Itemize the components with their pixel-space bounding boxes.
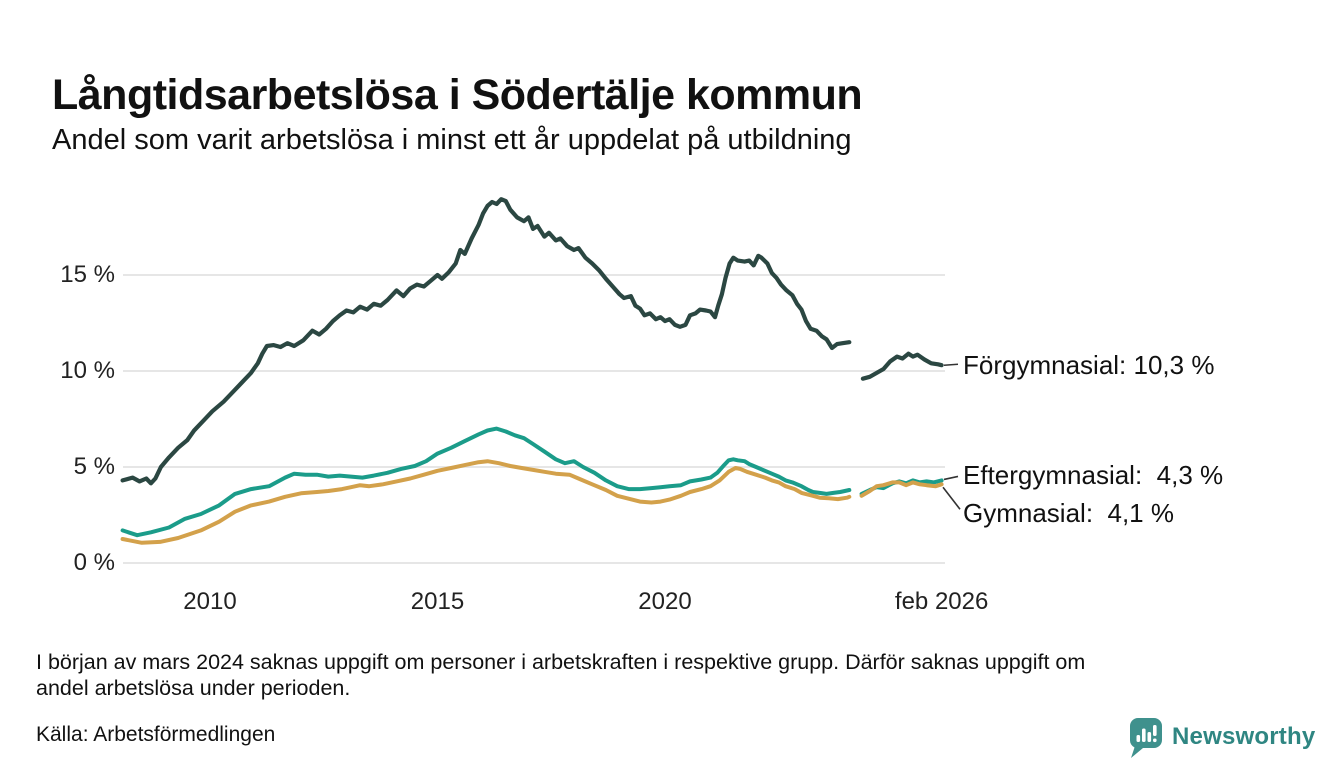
y-axis-label-10: 10 % (60, 357, 115, 384)
footnote-line-1: I början av mars 2024 saknas uppgift om … (36, 650, 1086, 674)
x-axis-label-feb-2026: feb 2026 (894, 588, 989, 615)
series-line-eftergymnasial-seg1 (120, 426, 852, 538)
series-line-förgymnasial-seg1 (120, 197, 852, 486)
series-line-förgymnasial-seg2 (860, 351, 944, 381)
series-label-eftergymnasial: Eftergymnasial: 4,3 % (963, 460, 1224, 491)
exclamation-bar (1153, 725, 1157, 736)
label-leader-förgymnasial (943, 363, 959, 367)
series-label-gymnasial: Gymnasial: 4,1 % (963, 498, 1174, 529)
footnote: I början av mars 2024 saknas uppgift om … (36, 649, 1085, 701)
series-label-förgymnasial: Förgymnasial: 10,3 % (963, 350, 1215, 381)
x-axis-label-2015: 2015 (410, 588, 465, 615)
label-leader-eftergymnasial (943, 475, 959, 481)
newsworthy-wordmark: Newsworthy (1172, 723, 1316, 750)
newsworthy-logo: Newsworthy (1127, 716, 1340, 758)
page-subtitle: Andel som varit arbetslösa i minst ett å… (52, 124, 852, 156)
footnote-line-2: andel arbetslösa under perioden. (36, 676, 351, 700)
series-line-gymnasial-seg2 (859, 480, 944, 498)
source-credit: Källa: Arbetsförmedlingen (36, 723, 276, 746)
x-axis-label-2010: 2010 (183, 588, 237, 615)
label-leader-gymnasial (942, 486, 961, 510)
y-axis-label-15: 15 % (60, 261, 115, 288)
x-axis-label-2020: 2020 (638, 588, 692, 615)
series-line-gymnasial-seg1 (120, 459, 852, 545)
y-axis-label-5: 5 % (73, 453, 115, 480)
exclamation-dot (1153, 738, 1157, 743)
y-axis-label-0: 0 % (73, 549, 115, 576)
newsworthy-pin-icon (1129, 718, 1162, 758)
page-title: Långtidsarbetslösa i Södertälje kommun (52, 70, 863, 119)
